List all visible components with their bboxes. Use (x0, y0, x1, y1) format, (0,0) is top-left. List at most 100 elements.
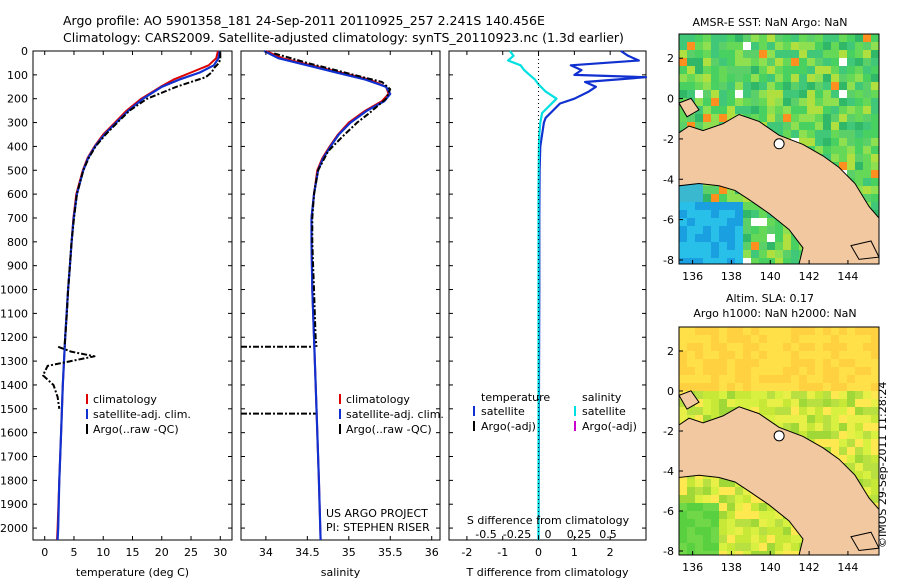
map-cell (751, 335, 759, 343)
map-cell (871, 114, 879, 122)
map-cell (759, 34, 767, 42)
map-cell (679, 250, 687, 258)
map-cell (743, 202, 751, 210)
map-cell (719, 519, 727, 527)
map-cell (703, 335, 711, 343)
map-cell (719, 543, 727, 551)
map-cell (823, 82, 831, 90)
map-cell (751, 391, 759, 399)
map-cell (839, 359, 847, 367)
x-tick-label: 144 (837, 561, 858, 574)
map-cell (719, 218, 727, 226)
map-cell (807, 74, 815, 82)
map-cell (847, 455, 855, 463)
map-cell (783, 375, 791, 383)
map-cell (839, 439, 847, 447)
map-cell (719, 343, 727, 351)
map-cell (743, 503, 751, 511)
map-cell (855, 82, 863, 90)
y-tick-label: 2 (667, 345, 674, 358)
map-cell (799, 138, 807, 146)
map-cell (823, 343, 831, 351)
map-cell (839, 138, 847, 146)
map-cell (815, 42, 823, 50)
map-cell (871, 170, 879, 178)
map-cell (775, 122, 783, 130)
map-cell (679, 511, 687, 519)
legend-header-salinity: salinity (582, 391, 622, 404)
map-cell (687, 535, 695, 543)
map-cell (727, 351, 735, 359)
map-cell (839, 154, 847, 162)
map-cell (775, 367, 783, 375)
map-cell (831, 367, 839, 375)
map-cell (759, 250, 767, 258)
map-cell (751, 407, 759, 415)
s-tick-label: -0.25 (503, 528, 531, 541)
y-tick-label: 1500 (0, 403, 28, 416)
map-cell (735, 202, 743, 210)
map-cell (775, 58, 783, 66)
map-cell (719, 202, 727, 210)
map-cell (823, 407, 831, 415)
map-cell (703, 250, 711, 258)
map-cell (847, 431, 855, 439)
map-cell (711, 258, 719, 264)
map-cell (679, 535, 687, 543)
map-cell (783, 258, 791, 264)
map-cell (831, 415, 839, 423)
map-cell (863, 335, 871, 343)
map-cell (767, 407, 775, 415)
x-tick-label: 20 (155, 546, 169, 559)
map-cell (847, 343, 855, 351)
map-cell (711, 210, 719, 218)
map-cell (847, 34, 855, 42)
map-cell (831, 154, 839, 162)
map-cell (855, 130, 863, 138)
map-cell (703, 234, 711, 242)
map-cell (743, 42, 751, 50)
map-cell (687, 383, 695, 391)
map-cell (815, 50, 823, 58)
map-cell (871, 146, 879, 154)
map-cell (847, 74, 855, 82)
map-cell (823, 114, 831, 122)
map-cell (791, 407, 799, 415)
map-cell (767, 535, 775, 543)
map-cell (855, 98, 863, 106)
map-cell (695, 503, 703, 511)
x-tick-label: 5 (70, 546, 77, 559)
map-cell (759, 359, 767, 367)
map-cell (735, 351, 743, 359)
map-cell (863, 162, 871, 170)
map-cell (791, 423, 799, 431)
map-cell (751, 519, 759, 527)
land-mass (678, 113, 880, 265)
map-cell (823, 423, 831, 431)
map-cell (759, 519, 767, 527)
y-tick-label: 1700 (0, 451, 28, 464)
map-cell (727, 90, 735, 98)
map-cell (703, 367, 711, 375)
map-cell (783, 122, 791, 130)
x-tick-label: 0 (535, 546, 542, 559)
map-cell (759, 210, 767, 218)
map-cell (775, 511, 783, 519)
map-cell (695, 58, 703, 66)
map-title: Altim. SLA: 0.17 (726, 292, 814, 305)
map-cell (863, 343, 871, 351)
map-cell (831, 98, 839, 106)
map-cell (751, 399, 759, 407)
map-cell (719, 503, 727, 511)
map-cell (815, 367, 823, 375)
map-cell (855, 423, 863, 431)
map-cell (735, 343, 743, 351)
map-cell (775, 343, 783, 351)
map-cell (791, 551, 799, 555)
map-cell (855, 463, 863, 471)
map-cell (807, 98, 815, 106)
map-cell (847, 90, 855, 98)
map-cell (703, 543, 711, 551)
map-cell (839, 407, 847, 415)
map-cell (727, 383, 735, 391)
